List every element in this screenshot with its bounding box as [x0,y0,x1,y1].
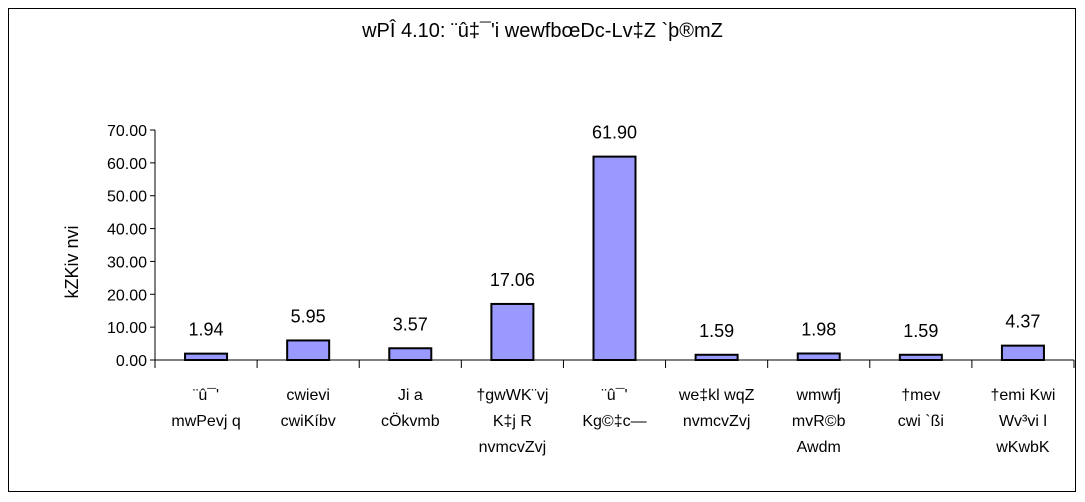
y-tick-label: 40.00 [107,222,147,239]
y-tick-label: 30.00 [107,254,147,271]
category-label-line: K‡j R [493,413,532,430]
y-tick-label: 60.00 [107,156,147,173]
category-label: †mev cwi `ßi [898,387,944,430]
y-tick-label: 10.00 [107,320,147,337]
bar [490,302,535,361]
category-label: we‡kl wqZ nvmcvZvj [678,387,755,430]
category-label-line: cwi `ßi [898,413,944,430]
bar [694,353,739,362]
category-label: †gwWK¨vj K‡j R nvmcvZvj [476,387,548,456]
data-label: 1.59 [903,321,938,341]
data-label: 5.95 [291,306,326,326]
bar [796,352,841,362]
y-tick-label: 70.00 [107,123,147,140]
category-label: †emi Kwi Wv³vi l wKwbK [990,387,1055,456]
category-label-line: we‡kl wqZ [678,387,755,404]
data-label: 61.90 [592,123,637,143]
category-label-line: Wv³vi l [999,413,1047,430]
category-label-line: Awdm [797,439,841,456]
category-label-line: cÖkvmb [381,412,440,430]
category-label: cwievi cwiKíbv [281,387,336,430]
category-label-line: nvmcvZvj [479,439,547,456]
category-label-line: wKwbK [995,439,1050,456]
category-label-line: cwiKíbv [281,413,336,430]
category-label: wmwfj mvR©b Awdm [792,387,846,456]
data-label: 4.37 [1005,312,1040,332]
category-label-line: wmwfj [796,387,841,404]
data-label: 17.06 [490,270,535,290]
data-label: 1.94 [189,320,224,340]
category-label: ¨û¯' Kg©‡c— [582,387,646,430]
bar [286,339,331,362]
chart-title: wPÎ 4.10: ¨û‡¯'i wewfbœDc-Lv‡Z `þ®mZ [362,20,723,42]
y-tick-label: 20.00 [107,287,147,304]
y-axis-label: kZKiv nvi [62,225,82,298]
category-label-line: †emi Kwi [990,387,1055,404]
y-tick-label: 50.00 [107,189,147,206]
bar [388,347,433,361]
category-label-line: †mev [901,387,940,404]
category-label-line: cwievi [286,387,330,404]
category-label: ¨û¯' mwPevj q [171,387,240,430]
category-label-line: mvR©b [792,413,846,430]
y-tick-label: 0.00 [116,353,147,370]
category-label-line: ¨û¯' [193,387,219,404]
bar [898,353,943,362]
category-label-line: nvmcvZvj [683,413,751,430]
data-label: 3.57 [393,314,428,334]
bar [592,155,637,361]
chart-frame [8,8,1076,492]
category-label-line: ¨û¯' [601,387,627,404]
data-label: 1.98 [801,319,836,339]
data-label: 1.59 [699,321,734,341]
category-label-line: Kg©‡c— [582,413,646,430]
category-label-line: mwPevj q [171,413,240,430]
category-label-line: Ji a [398,387,423,404]
category-label-line: †gwWK¨vj [476,387,548,404]
bar [1000,344,1045,361]
bar [184,352,229,361]
category-label: Ji a cÖkvmb [381,387,440,430]
